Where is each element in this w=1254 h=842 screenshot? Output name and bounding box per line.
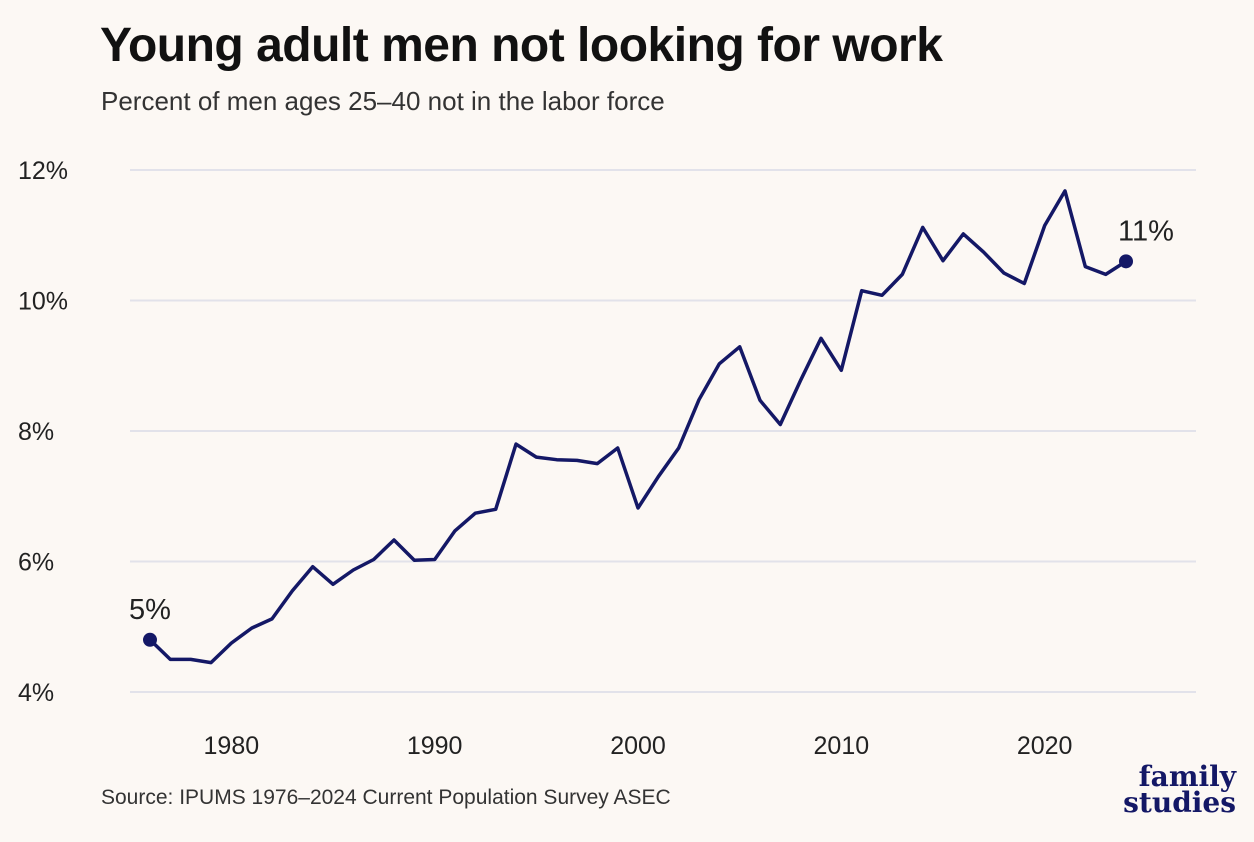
x-tick-label: 2010 bbox=[814, 732, 870, 760]
logo-line-1: family bbox=[1138, 760, 1236, 793]
x-tick-label: 1980 bbox=[204, 732, 260, 760]
y-tick-label: 10% bbox=[18, 288, 68, 316]
x-tick-label: 2020 bbox=[1017, 732, 1073, 760]
endpoint-marker bbox=[1119, 254, 1133, 269]
source-note: Source: IPUMS 1976–2024 Current Populati… bbox=[101, 786, 671, 809]
y-tick-label: 12% bbox=[18, 157, 68, 185]
family-studies-logo: family studies bbox=[1123, 760, 1236, 819]
logo-line-2: studies bbox=[1123, 786, 1236, 819]
endpoint-marker bbox=[143, 632, 157, 647]
endpoint-label: 5% bbox=[129, 594, 171, 626]
x-tick-label: 2000 bbox=[610, 732, 666, 760]
chart-title: Young adult men not looking for work bbox=[100, 19, 943, 72]
x-tick-label: 1990 bbox=[407, 732, 463, 760]
y-tick-label: 4% bbox=[18, 679, 54, 707]
y-tick-label: 6% bbox=[18, 549, 54, 577]
chart-subtitle: Percent of men ages 25–40 not in the lab… bbox=[101, 86, 665, 116]
y-tick-label: 8% bbox=[18, 418, 54, 446]
series-line bbox=[148, 189, 1128, 665]
endpoint-label: 11% bbox=[1118, 215, 1174, 247]
